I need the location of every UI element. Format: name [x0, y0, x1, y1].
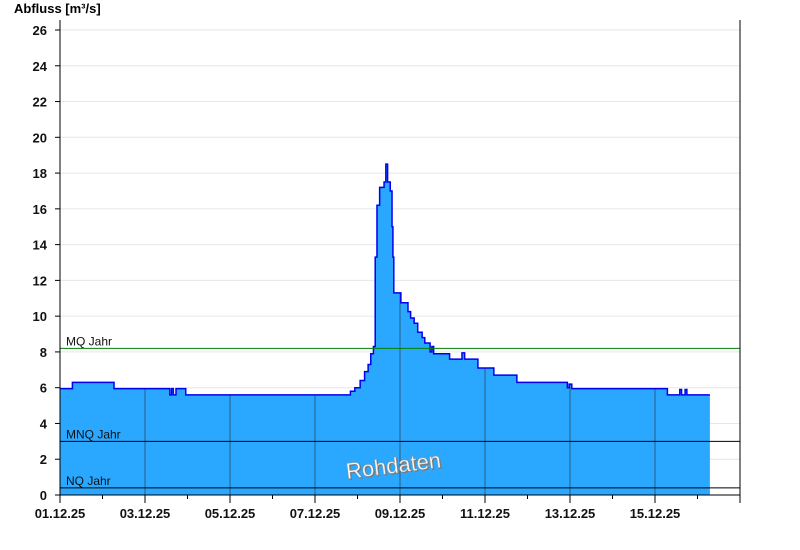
y-tick-label: 2: [40, 452, 47, 467]
y-tick-label: 10: [33, 309, 47, 324]
y-tick-label: 4: [40, 416, 48, 431]
reference-line-label: NQ Jahr: [66, 474, 111, 488]
reference-line-label: MQ Jahr: [66, 334, 112, 348]
y-tick-label: 16: [33, 202, 47, 217]
reference-line-label: MNQ Jahr: [66, 427, 121, 441]
x-tick-label: 11.12.25: [460, 506, 510, 521]
discharge-line: [60, 163, 710, 396]
y-axis-label: Abfluss [m³/s]: [14, 1, 101, 16]
discharge-area: [60, 164, 710, 495]
x-tick-label: 13.12.25: [545, 506, 596, 521]
y-tick-label: 8: [40, 345, 47, 360]
x-tick-label: 01.12.25: [35, 506, 86, 521]
y-tick-label: 0: [40, 488, 47, 503]
y-tick-label: 20: [33, 130, 47, 145]
y-tick-label: 22: [33, 95, 47, 110]
y-tick-label: 12: [33, 273, 47, 288]
x-tick-label: 07.12.25: [290, 506, 341, 521]
y-tick-label: 14: [33, 238, 48, 253]
x-tick-label: 15.12.25: [630, 506, 681, 521]
x-tick-label: 03.12.25: [120, 506, 171, 521]
y-tick-label: 18: [33, 166, 47, 181]
x-tick-label: 05.12.25: [205, 506, 256, 521]
x-tick-label: 09.12.25: [375, 506, 426, 521]
y-tick-label: 24: [33, 59, 48, 74]
y-tick-label: 26: [33, 23, 47, 38]
y-tick-label: 6: [40, 381, 47, 396]
